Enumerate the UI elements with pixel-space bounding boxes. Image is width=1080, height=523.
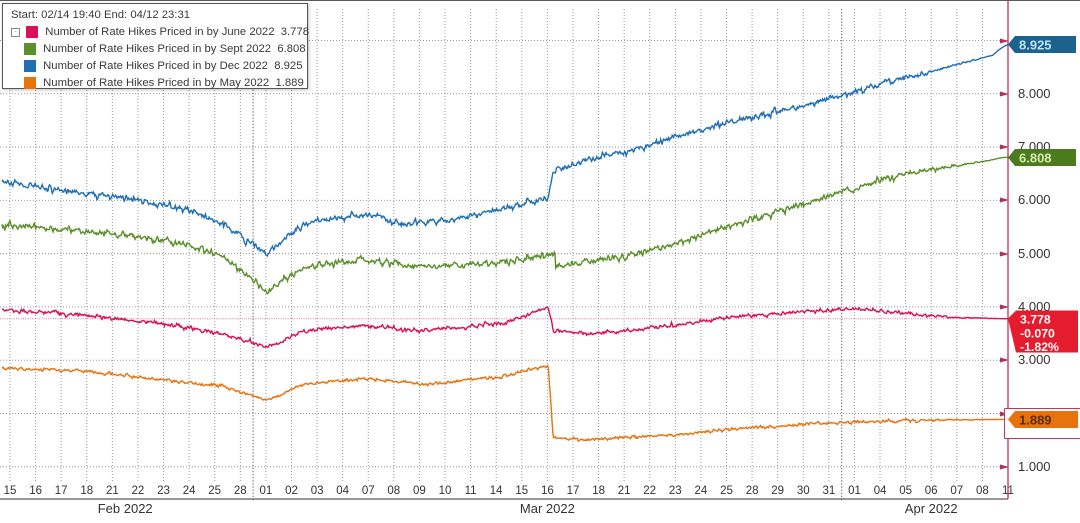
svg-text:3.778: 3.778 (1020, 313, 1051, 327)
svg-text:-1.82%: -1.82% (1020, 340, 1059, 353)
svg-text:-0.070: -0.070 (1020, 327, 1055, 341)
svg-text:8.925: 8.925 (1019, 38, 1052, 53)
svg-text:6.808: 6.808 (1019, 150, 1052, 165)
svg-text:1.889: 1.889 (1019, 412, 1052, 427)
